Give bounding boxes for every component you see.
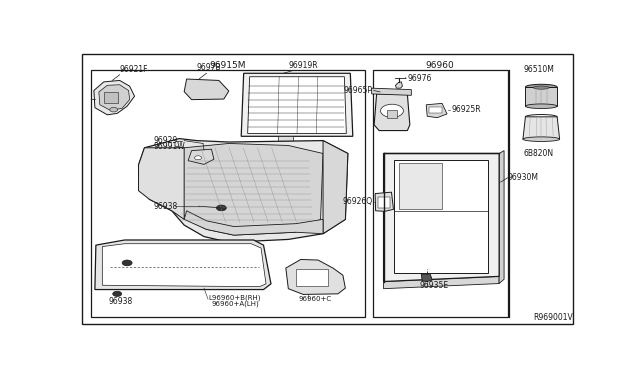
- Polygon shape: [426, 103, 447, 118]
- Polygon shape: [241, 73, 353, 136]
- Polygon shape: [523, 117, 559, 139]
- Text: 96976: 96976: [408, 74, 432, 83]
- Polygon shape: [174, 144, 323, 235]
- Bar: [429, 107, 442, 113]
- Circle shape: [110, 108, 118, 112]
- Bar: [104, 93, 118, 103]
- Text: 96925R: 96925R: [451, 105, 481, 115]
- Polygon shape: [94, 80, 134, 115]
- Text: 96930M: 96930M: [508, 173, 538, 182]
- Polygon shape: [421, 274, 432, 282]
- Bar: [394, 160, 488, 273]
- Polygon shape: [286, 260, 346, 294]
- Text: 96960+C: 96960+C: [298, 296, 332, 302]
- Polygon shape: [188, 149, 214, 164]
- Bar: [278, 136, 293, 141]
- Ellipse shape: [525, 104, 557, 109]
- Text: 96929: 96929: [154, 136, 178, 145]
- Text: 96921F: 96921F: [120, 65, 148, 74]
- Ellipse shape: [525, 115, 557, 119]
- Polygon shape: [184, 211, 323, 235]
- Polygon shape: [138, 139, 348, 242]
- Polygon shape: [374, 94, 410, 131]
- Circle shape: [195, 156, 202, 160]
- Bar: [378, 197, 390, 208]
- Bar: [372, 70, 508, 317]
- Bar: [399, 163, 442, 209]
- Polygon shape: [383, 154, 499, 282]
- Circle shape: [113, 291, 122, 296]
- Polygon shape: [372, 88, 412, 95]
- Text: 96926Q: 96926Q: [342, 197, 372, 206]
- Text: 96991W: 96991W: [154, 141, 185, 151]
- Text: R969001V: R969001V: [532, 314, 573, 323]
- Ellipse shape: [533, 86, 549, 89]
- Text: 6B820N: 6B820N: [524, 149, 554, 158]
- Polygon shape: [525, 87, 557, 106]
- Text: 96938: 96938: [109, 296, 133, 305]
- Polygon shape: [383, 276, 499, 289]
- Circle shape: [122, 260, 132, 266]
- Polygon shape: [248, 77, 346, 134]
- Bar: [387, 110, 397, 118]
- Polygon shape: [138, 148, 184, 219]
- Text: L96960+B(RH): L96960+B(RH): [208, 295, 260, 301]
- Polygon shape: [323, 141, 348, 234]
- Polygon shape: [396, 82, 403, 88]
- Text: 96938: 96938: [154, 202, 178, 211]
- Text: 96919R: 96919R: [288, 61, 318, 70]
- Polygon shape: [499, 151, 504, 283]
- Ellipse shape: [525, 84, 557, 90]
- Polygon shape: [99, 85, 129, 110]
- Polygon shape: [184, 79, 229, 100]
- Bar: [91, 70, 365, 317]
- Text: 96960+A(LH): 96960+A(LH): [211, 301, 259, 307]
- Polygon shape: [375, 192, 394, 211]
- Text: 96965P: 96965P: [344, 86, 372, 95]
- Polygon shape: [95, 240, 271, 289]
- Text: 96935E: 96935E: [420, 281, 449, 290]
- Bar: [296, 269, 328, 286]
- Text: 9697B: 9697B: [196, 63, 221, 72]
- Circle shape: [381, 104, 403, 118]
- Text: 96510M: 96510M: [524, 65, 555, 74]
- Ellipse shape: [523, 137, 559, 141]
- Circle shape: [216, 205, 227, 211]
- Text: 96960: 96960: [426, 61, 454, 70]
- Polygon shape: [102, 244, 266, 287]
- Text: 96915M: 96915M: [209, 61, 246, 70]
